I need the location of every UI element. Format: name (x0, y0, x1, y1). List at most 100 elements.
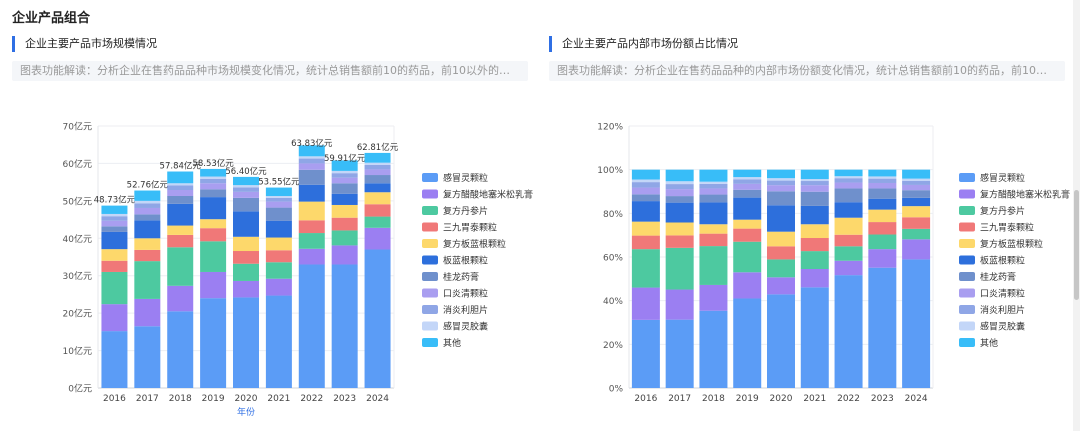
bar-segment[interactable] (834, 188, 863, 203)
bar-segment[interactable] (331, 160, 358, 171)
scrollbar-thumb[interactable] (1074, 190, 1079, 300)
legend-item[interactable]: 其他 (959, 337, 998, 349)
bar-segment[interactable] (834, 260, 863, 276)
bar-segment[interactable] (364, 175, 391, 184)
bar-segment[interactable] (800, 181, 829, 186)
bar-segment[interactable] (834, 176, 863, 179)
legend-item[interactable]: 三九胃泰颗粒 (959, 222, 1034, 234)
bar-segment[interactable] (665, 202, 694, 223)
legend-item[interactable]: 板蓝根颗粒 (422, 255, 488, 267)
bar-segment[interactable] (331, 193, 358, 205)
bar-segment[interactable] (364, 152, 391, 163)
bar-segment[interactable] (364, 227, 391, 250)
bar-segment[interactable] (134, 207, 161, 215)
bar-segment[interactable] (868, 176, 897, 179)
bar-segment[interactable] (298, 201, 325, 221)
bar-segment[interactable] (767, 294, 795, 388)
bar-segment[interactable] (167, 171, 194, 184)
bar-segment[interactable] (167, 190, 194, 196)
bar-segment[interactable] (364, 162, 391, 165)
bar-segment[interactable] (902, 197, 931, 207)
page-scrollbar[interactable] (1073, 0, 1080, 431)
bar-segment[interactable] (665, 247, 694, 290)
bar-segment[interactable] (265, 262, 292, 279)
bar-segment[interactable] (631, 187, 660, 195)
bar-segment[interactable] (233, 236, 259, 252)
bar-segment[interactable] (331, 264, 358, 388)
bar-segment[interactable] (265, 201, 292, 208)
bar-segment[interactable] (101, 249, 128, 261)
legend-item[interactable]: 复方醋酸地塞米松乳膏 (422, 189, 533, 201)
bar-segment[interactable] (834, 275, 863, 388)
bar-segment[interactable] (200, 189, 227, 198)
legend-item[interactable]: 桂龙药膏 (959, 271, 1016, 283)
bar-segment[interactable] (364, 249, 391, 388)
bar-segment[interactable] (200, 241, 227, 272)
bar-segment[interactable] (101, 205, 128, 214)
bar-segment[interactable] (167, 311, 194, 388)
bar-segment[interactable] (134, 249, 161, 262)
bar-segment[interactable] (298, 220, 325, 234)
bar-segment[interactable] (733, 241, 762, 273)
bar-segment[interactable] (868, 209, 897, 223)
bar-segment[interactable] (167, 195, 194, 204)
bar-segment[interactable] (699, 188, 728, 195)
legend-item[interactable]: 感冒灵颗粒 (959, 172, 1025, 184)
legend-item[interactable]: 感冒灵胶囊 (422, 321, 488, 333)
bar-segment[interactable] (200, 271, 227, 299)
bar-segment[interactable] (665, 181, 694, 185)
bar-segment[interactable] (233, 191, 259, 198)
bar-segment[interactable] (134, 326, 161, 388)
bar-segment[interactable] (364, 183, 391, 193)
bar-segment[interactable] (902, 206, 931, 218)
legend-item[interactable]: 消炎利胆片 (422, 304, 488, 316)
bar-segment[interactable] (800, 251, 829, 270)
bar-segment[interactable] (101, 271, 128, 305)
bar-segment[interactable] (902, 259, 931, 388)
bar-segment[interactable] (868, 249, 897, 268)
bar-segment[interactable] (902, 217, 931, 229)
bar-segment[interactable] (200, 168, 227, 177)
bar-segment[interactable] (134, 238, 161, 250)
bar-segment[interactable] (298, 248, 325, 265)
bar-segment[interactable] (902, 239, 931, 260)
bar-segment[interactable] (767, 178, 795, 181)
bar-segment[interactable] (298, 264, 325, 388)
legend-item[interactable]: 复方板蓝根颗粒 (959, 238, 1043, 250)
bar-segment[interactable] (699, 183, 728, 189)
bar-segment[interactable] (834, 202, 863, 218)
bar-segment[interactable] (699, 202, 728, 225)
bar-segment[interactable] (733, 183, 762, 190)
bar-segment[interactable] (298, 184, 325, 202)
legend-item[interactable]: 板蓝根颗粒 (959, 255, 1025, 267)
legend-item[interactable]: 三九胃泰颗粒 (422, 222, 497, 234)
bar-segment[interactable] (800, 287, 829, 388)
bar-segment[interactable] (767, 185, 795, 192)
bar-segment[interactable] (631, 201, 660, 222)
bar-segment[interactable] (101, 226, 128, 232)
bar-segment[interactable] (834, 217, 863, 235)
bar-segment[interactable] (665, 319, 694, 388)
bar-segment[interactable] (733, 169, 762, 178)
bar-segment[interactable] (101, 260, 128, 272)
bar-segment[interactable] (631, 249, 660, 288)
legend-item[interactable]: 感冒灵胶囊 (959, 321, 1025, 333)
bar-segment[interactable] (364, 192, 391, 205)
bar-segment[interactable] (101, 213, 128, 217)
bar-segment[interactable] (733, 272, 762, 299)
bar-segment[interactable] (733, 228, 762, 242)
bar-segment[interactable] (298, 145, 325, 157)
bar-segment[interactable] (101, 216, 128, 221)
bar-segment[interactable] (233, 251, 259, 264)
bar-segment[interactable] (298, 158, 325, 164)
bar-segment[interactable] (134, 190, 161, 201)
legend-item[interactable]: 桂龙药膏 (422, 271, 479, 283)
bar-segment[interactable] (331, 217, 358, 231)
bar-segment[interactable] (200, 219, 227, 229)
bar-segment[interactable] (800, 191, 829, 206)
bar-segment[interactable] (331, 245, 358, 265)
bar-segment[interactable] (298, 233, 325, 249)
bar-segment[interactable] (631, 235, 660, 250)
bar-segment[interactable] (298, 156, 325, 159)
bar-segment[interactable] (868, 182, 897, 189)
